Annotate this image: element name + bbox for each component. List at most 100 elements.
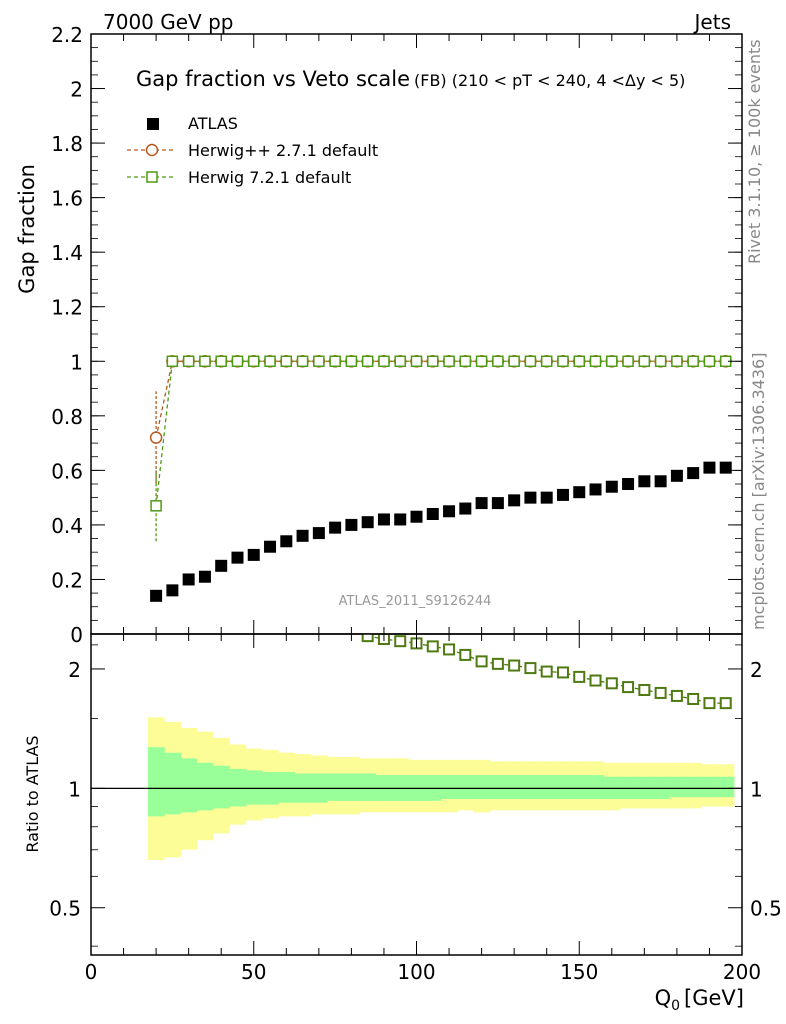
x-tick-label: 200: [723, 960, 761, 984]
atlas-point: [475, 497, 488, 510]
herwig7-point: [410, 355, 423, 368]
main-y-tick-label: 1.2: [51, 296, 83, 320]
main-y-tick-label: 0.2: [51, 568, 83, 592]
plot-subtitle: (FB) (210 < pT < 240, 4 <Δy < 5): [414, 71, 685, 90]
ratio-panel: 0.5 0.51 12 20 50 100 150 200 Ratio to ATLAS Q0…: [23, 633, 782, 1014]
uncertainty-band-inner: [522, 775, 540, 800]
herwig7-point: [296, 355, 309, 368]
uncertainty-band-inner: [245, 770, 263, 805]
atlas-point: [329, 521, 342, 534]
uncertainty-band-inner: [147, 747, 165, 817]
side-mcplots-label: mcplots.cern.ch [arXiv:1306.3436]: [749, 353, 768, 630]
atlas-point: [426, 508, 439, 520]
main-axis-ticks: 0 0.2 0.4 0.6 0.8 1 1.2 1.4 1.6 1.8 2 2.2: [51, 23, 743, 647]
herwigpp-point: [149, 431, 163, 444]
atlas-point: [670, 469, 683, 482]
ratio-herwig7-point: [589, 674, 602, 687]
uncertainty-band-inner: [685, 776, 702, 798]
legend-marker-atlas: [147, 118, 159, 130]
uncertainty-band-inner: [180, 758, 198, 813]
x-axis-label: Q0 [GeV]: [655, 986, 744, 1014]
main-y-tick-label: 1: [70, 350, 83, 374]
ratio-herwig7-point: [638, 683, 651, 696]
ratio-herwig7-point: [459, 648, 472, 661]
ratio-herwig7-point: [573, 670, 586, 683]
atlas-point: [638, 475, 651, 488]
atlas-point: [247, 548, 260, 561]
analysis-watermark: ATLAS_2011_S9126244: [339, 594, 492, 609]
atlas-point: [377, 513, 390, 526]
x-axis-label-unit: [GeV]: [684, 986, 744, 1010]
atlas-point: [198, 570, 211, 583]
main-data-layer: [149, 355, 732, 602]
atlas-point: [524, 491, 537, 504]
ratio-herwig7-point: [687, 692, 700, 705]
main-y-tick-label: 0: [70, 623, 83, 647]
herwig7-point: [508, 355, 520, 368]
atlas-point: [589, 483, 602, 496]
herwig7-point: [166, 355, 179, 368]
herwig7-point: [443, 355, 455, 368]
herwig7-point: [280, 355, 293, 368]
ratio-herwig7-point: [540, 665, 553, 678]
main-y-tick-label: 0.8: [51, 405, 83, 429]
herwig7-point: [378, 355, 390, 368]
uncertainty-band-inner: [229, 768, 247, 807]
herwig7-point: [573, 355, 585, 368]
uncertainty-band-inner: [538, 775, 556, 800]
legend-entry-herwigpp: Herwig++ 2.7.1 default: [127, 141, 378, 160]
uncertainty-band-inner: [701, 776, 719, 798]
atlas-point: [182, 573, 195, 586]
legend-label-herwig7: Herwig 7.2.1 default: [188, 168, 351, 187]
atlas-point: [605, 480, 618, 493]
uncertainty-band-inner: [506, 775, 523, 800]
atlas-point: [443, 505, 456, 518]
herwig7-point: [540, 355, 553, 368]
ratio-y-tick-label-right: 1: [750, 777, 763, 801]
legend: ATLAS Herwig++ 2.7.1 default Herwig 7.2.…: [127, 114, 378, 187]
herwig7-point: [687, 355, 699, 368]
uncertainty-band-inner: [571, 775, 588, 800]
atlas-point: [394, 513, 407, 526]
main-y-tick-label: 1.8: [51, 132, 83, 156]
uncertainty-band-inner: [473, 775, 491, 800]
atlas-point: [622, 478, 635, 490]
legend-entry-atlas: ATLAS: [147, 114, 238, 133]
ratio-herwig7-point: [475, 655, 488, 668]
herwig7-point: [215, 355, 227, 368]
ratio-herwig7-point: [508, 659, 521, 672]
herwig7-point: [671, 355, 683, 368]
herwig7-point: [248, 355, 260, 368]
uncertainty-band-inner: [326, 773, 344, 801]
ratio-herwig7-point: [361, 634, 374, 643]
herwig7-point: [427, 355, 439, 368]
ratio-herwig7-point: [670, 689, 683, 702]
atlas-point: [459, 502, 472, 515]
atlas-point: [540, 491, 553, 504]
uncertainty-band-inner: [440, 775, 458, 800]
herwig7-point: [313, 355, 325, 368]
main-y-tick-label: 0.6: [51, 459, 83, 483]
ratio-axis-ticks: 0.5 0.5 1 1 2 2 0 50 100 150 200: [49, 634, 782, 984]
x-tick-label: 0: [85, 960, 98, 984]
atlas-point: [410, 510, 423, 523]
main-y-tick-label: 1.4: [51, 241, 83, 265]
x-tick-label: 150: [560, 960, 598, 984]
atlas-point: [296, 529, 309, 542]
atlas-point: [508, 494, 521, 507]
ratio-y-tick-label-right: 0.5: [750, 897, 782, 921]
x-tick-label: 100: [397, 960, 435, 984]
atlas-point: [166, 584, 179, 597]
ratio-y-tick-label: 2: [68, 658, 81, 682]
uncertainty-band-inner: [343, 773, 361, 801]
header-energy: 7000 GeV pp: [103, 10, 234, 34]
herwig7-point: [524, 355, 537, 368]
herwig7-point: [231, 355, 244, 368]
herwig7-point: [654, 355, 667, 368]
uncertainty-band-inner: [554, 775, 572, 800]
side-rivet-label: Rivet 3.1.10, ≥ 100k events: [745, 39, 764, 264]
herwig7-point: [622, 355, 634, 368]
herwig7-point: [329, 355, 341, 368]
ratio-herwig7-point: [605, 677, 618, 690]
